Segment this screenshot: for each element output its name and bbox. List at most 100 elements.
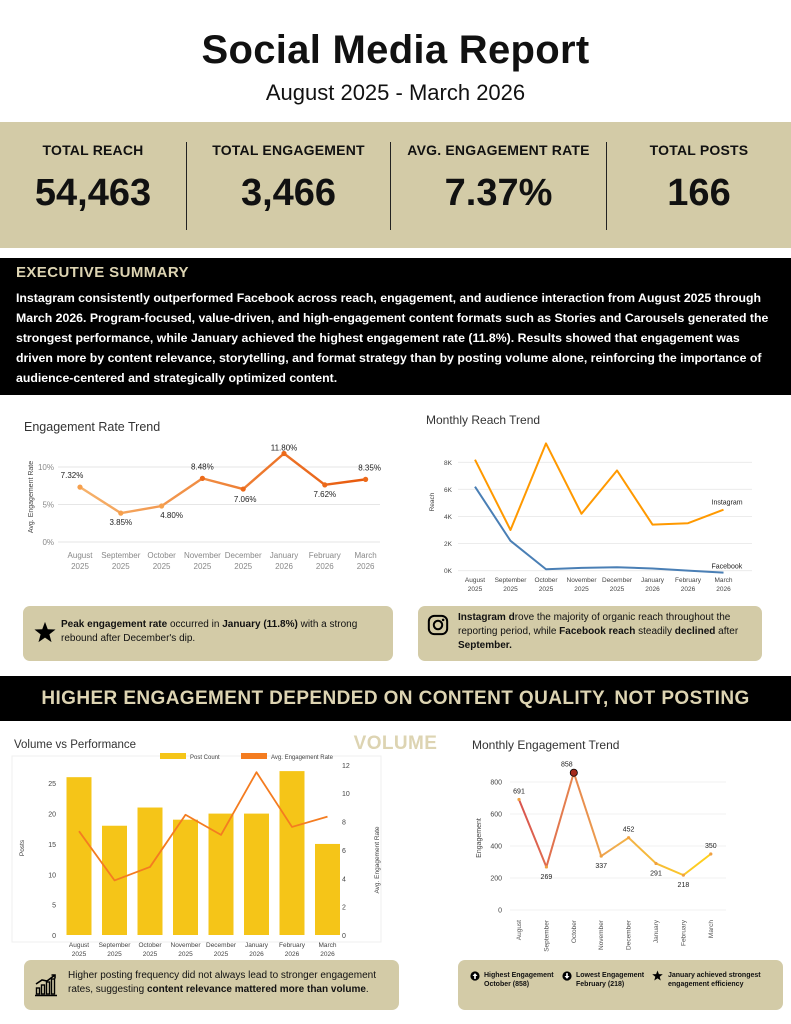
legend-label: Avg. Engagement Rate bbox=[271, 755, 334, 761]
y-axis-label: Avg. Engagement Rate bbox=[28, 461, 35, 533]
engagement-rate-note-text: Peak engagement rate occurred in January… bbox=[61, 619, 358, 644]
y2-tick-label: 10 bbox=[342, 791, 350, 798]
x-tick-label: March bbox=[708, 920, 715, 938]
y-tick-label: 2K bbox=[444, 541, 453, 548]
y-axis-label: Reach bbox=[429, 492, 436, 511]
y-tick-label: 0 bbox=[52, 933, 56, 940]
y-tick-label: 6K bbox=[444, 487, 453, 494]
kpi-value: 166 bbox=[667, 172, 731, 214]
engagement-rate-chart-title: Engagement Rate Trend bbox=[24, 420, 161, 434]
y-tick-label: 800 bbox=[490, 780, 502, 787]
x-tick-label: October 2025 bbox=[534, 577, 558, 593]
data-label: 269 bbox=[541, 874, 553, 881]
kpi-label: TOTAL POSTS bbox=[649, 142, 749, 158]
x-tick-label: February 2026 bbox=[279, 942, 306, 956]
data-label: 8.48% bbox=[191, 462, 214, 471]
x-tick-label: March 2026 bbox=[318, 942, 336, 956]
y2-tick-label: 0 bbox=[342, 933, 346, 940]
data-label: 4.80% bbox=[160, 511, 183, 520]
data-point bbox=[709, 852, 713, 856]
kpi-value: 3,466 bbox=[240, 172, 337, 214]
data-point bbox=[199, 475, 205, 481]
x-tick-label: September 2025 bbox=[495, 577, 528, 593]
x-tick-label: August 2025 bbox=[69, 942, 89, 956]
x-tick-label: November 2025 bbox=[184, 551, 221, 571]
kpi-divider bbox=[186, 142, 187, 230]
x-tick-label: October bbox=[571, 919, 578, 943]
reach-chart: 0K 2K 4K 6K 8K Reach August 2025 September 2025 Oc… bbox=[429, 442, 752, 593]
y-tick-label: 0% bbox=[42, 538, 54, 547]
report-title: Social Media Report bbox=[201, 28, 590, 72]
bar bbox=[66, 777, 92, 935]
y-tick-label: 5 bbox=[52, 903, 56, 910]
reach-note: Instagram drove the majority of organic … bbox=[418, 606, 762, 661]
x-tick-label: August 2025 bbox=[68, 551, 94, 571]
kpi-label: TOTAL ENGAGEMENT bbox=[212, 142, 365, 158]
data-label: 7.62% bbox=[313, 490, 336, 499]
x-tick-label: December 2025 bbox=[206, 942, 237, 956]
bar bbox=[173, 819, 198, 935]
y-tick-label: 0 bbox=[498, 908, 502, 915]
x-tick-label: October 2025 bbox=[138, 942, 162, 956]
executive-summary-heading: EXECUTIVE SUMMARY bbox=[16, 264, 189, 281]
plot-frame bbox=[11, 755, 382, 943]
data-point bbox=[240, 486, 246, 492]
x-tick-label: November 2025 bbox=[171, 942, 202, 956]
kpi-label: TOTAL REACH bbox=[42, 142, 144, 158]
x-tick-label: March 2026 bbox=[354, 551, 376, 571]
x-tick-label: September 2025 bbox=[99, 942, 132, 956]
y-tick-label: 10% bbox=[38, 463, 54, 472]
x-tick-label: December 2025 bbox=[602, 577, 633, 593]
executive-summary-text: Instagram consistently outperformed Face… bbox=[16, 291, 769, 385]
series-line bbox=[518, 771, 712, 877]
arrow-up-circle-icon bbox=[470, 971, 480, 981]
data-label: 350 bbox=[705, 843, 717, 850]
data-point bbox=[322, 482, 328, 488]
reach-note-text: Instagram drove the majority of organic … bbox=[458, 612, 739, 651]
x-tick-label: November 2025 bbox=[567, 577, 598, 593]
executive-summary: EXECUTIVE SUMMARY Instagram consistently… bbox=[0, 258, 791, 395]
y-tick-label: 400 bbox=[490, 844, 502, 851]
x-tick-label: August 2025 bbox=[465, 577, 485, 593]
report-subtitle: August 2025 - March 2026 bbox=[265, 80, 526, 105]
bar bbox=[279, 771, 305, 935]
data-point bbox=[654, 861, 658, 866]
x-tick-label: January 2026 bbox=[641, 577, 665, 593]
bar bbox=[137, 807, 163, 935]
volume-performance-chart: 0 5 10 15 20 25 0 2 4 6 8 10 12 Posts Avg. Engagement … bbox=[11, 753, 382, 956]
y-tick-label: 25 bbox=[48, 781, 56, 788]
data-point bbox=[517, 797, 521, 802]
volume-chart-title: Volume vs Performance bbox=[14, 739, 137, 751]
bar bbox=[244, 813, 269, 935]
data-point bbox=[599, 854, 603, 858]
x-tick-label: January 2026 bbox=[270, 551, 298, 571]
volume-note-text: Higher posting frequency did not always … bbox=[68, 970, 376, 995]
volume-note: Higher posting frequency did not always … bbox=[24, 960, 399, 1010]
y-tick-label: 15 bbox=[48, 842, 56, 849]
kpi-avg-engagement-rate: AVG. ENGAGEMENT RATE 7.37% bbox=[391, 142, 606, 232]
series-label: Facebook bbox=[712, 564, 743, 571]
kpi-label: AVG. ENGAGEMENT RATE bbox=[407, 142, 590, 158]
kpi-total-posts: TOTAL POSTS 166 bbox=[607, 142, 791, 232]
legend-swatch bbox=[160, 753, 186, 759]
y2-tick-label: 2 bbox=[342, 905, 346, 912]
y-tick-label: 8K bbox=[444, 460, 453, 467]
data-point bbox=[281, 450, 287, 457]
legend-label: Post Count bbox=[190, 755, 220, 761]
y2-tick-label: 6 bbox=[342, 848, 346, 855]
x-tick-label: February 2026 bbox=[309, 551, 341, 571]
data-point bbox=[627, 836, 631, 840]
y-tick-label: 5% bbox=[42, 501, 54, 510]
data-label: 858 bbox=[561, 762, 573, 769]
x-tick-label: January 2026 bbox=[245, 942, 269, 956]
lowest-engagement-label: Lowest Engagement February (218) bbox=[576, 972, 645, 988]
kpi-total-engagement: TOTAL ENGAGEMENT 3,466 bbox=[187, 142, 390, 232]
y-tick-label: 200 bbox=[490, 876, 502, 883]
x-tick-label: February bbox=[680, 919, 687, 946]
y-tick-label: 600 bbox=[490, 812, 502, 819]
kpi-value: 54,463 bbox=[34, 172, 152, 214]
y-axis-label: Posts bbox=[19, 839, 26, 856]
x-tick-label: December 2025 bbox=[225, 551, 262, 571]
data-label: 7.32% bbox=[61, 471, 84, 480]
x-tick-label: January bbox=[653, 919, 660, 943]
